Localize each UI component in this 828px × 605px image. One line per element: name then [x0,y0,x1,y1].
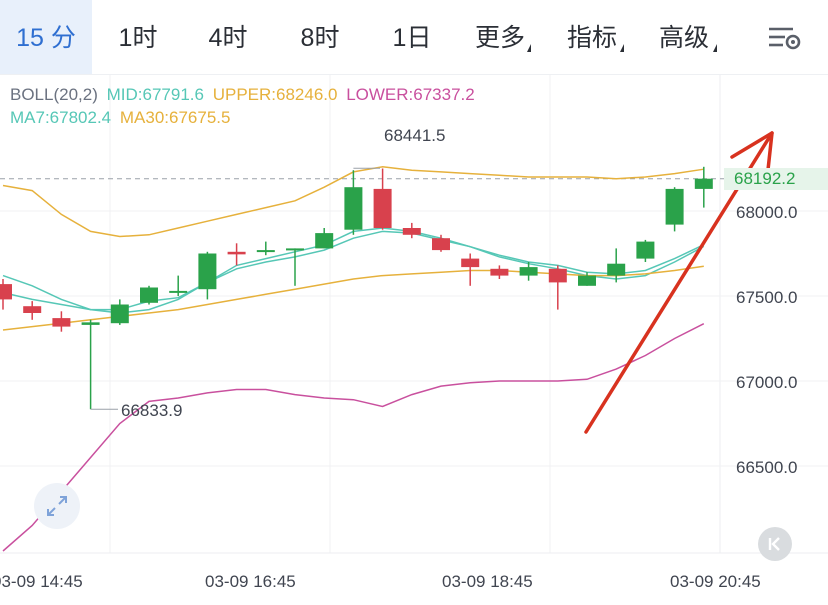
series-line-mid [2,227,705,314]
candle [578,272,596,286]
candle-body [432,238,450,251]
candle-body [578,275,596,286]
candle-body [81,322,100,325]
x-axis-label: 03-09 20:45 [670,572,761,591]
tab-15m[interactable]: 15 分 [0,0,92,74]
candle-body [636,241,655,259]
candle-body [256,250,275,253]
red-arrow-head [730,131,774,181]
timeframe-toolbar: 15 分 1时 4时 8时 1日 更多 指标 高级 [0,0,828,75]
chart-settings-icon [769,27,801,50]
candle [665,187,684,232]
tab-more-label: 更多 [474,24,525,52]
expand-icon [47,496,67,516]
series-line-ma30 [2,265,704,331]
tab-advanced-label: 高级 [658,24,709,52]
candle-body [490,268,509,276]
candle [315,228,334,249]
candle-body [23,306,42,313]
candle-body [519,267,538,276]
kline-plot [0,75,828,554]
dropdown-caret-icon [620,44,624,52]
candle [52,311,71,332]
boll-label: BOLL(20,2) [10,85,98,104]
tab-1h[interactable]: 1时 [118,24,158,52]
candle-body [607,263,626,276]
candle [198,251,217,300]
candle-body [461,258,480,268]
candle [227,243,246,266]
tab-1d[interactable]: 1日 [392,24,432,52]
low-price-tag: 66833.9 [121,401,183,420]
tab-more[interactable]: 更多 [466,0,534,74]
candle-body [169,290,188,293]
candle [81,319,100,410]
candle [519,262,538,281]
candle [461,253,480,286]
tab-4h[interactable]: 4时 [208,24,248,52]
x-axis-label: 03-09 16:45 [205,572,296,591]
tab-indicators[interactable]: 指标 [560,0,624,74]
tab-indicators-label: 指标 [566,24,617,52]
current-price-tag: 68192.2 [724,168,828,190]
boll-lower-value: LOWER:67337.2 [346,85,475,104]
y-axis-label: 66500.0 [736,458,798,477]
kline-chart[interactable]: BOLL(20,2) MID:67791.6 UPPER:68246.0 LOW… [0,75,828,600]
dropdown-caret-icon [713,44,717,52]
x-axis-label: 03-09 14:45 [0,572,83,591]
candle-body [227,251,246,255]
candle [607,248,626,283]
candle-body [52,318,71,327]
y-axis-label: 67500.0 [736,288,798,307]
candle [432,234,450,252]
tab-8h[interactable]: 8时 [300,24,340,52]
ma7-value: MA7:67802.4 [10,108,112,127]
chart-settings-button[interactable] [766,20,802,54]
candle [23,301,42,320]
candle [490,265,509,279]
boll-mid-value: MID:67791.6 [106,85,204,104]
series-line-lower [2,323,705,552]
high-price-tag: 68441.5 [384,126,446,145]
candle [694,166,713,208]
candle-body [140,287,158,303]
y-axis-label: 67000.0 [736,373,798,392]
candle-body [402,228,421,235]
boll-legend: BOLL(20,2) MID:67791.6 UPPER:68246.0 LOW… [10,85,475,105]
candle [344,170,363,235]
x-axis-label: 03-09 18:45 [442,572,533,591]
candle-body [286,248,304,251]
candle-body [110,304,129,324]
candle-body [315,233,334,249]
candle-body [344,187,363,230]
fullscreen-button[interactable] [34,483,80,529]
ma30-value: MA30:67675.5 [119,108,231,127]
candle-body [548,268,567,283]
candle-body [373,188,392,228]
candle [256,241,275,256]
candle [110,299,129,325]
candle [140,285,158,305]
candle [402,222,421,239]
candle [548,265,567,310]
candle [169,275,188,296]
candle [373,168,392,230]
ma-legend: MA7:67802.4 MA30:67675.5 [10,108,230,128]
scroll-to-latest-icon [768,537,780,551]
candle-body [694,178,713,189]
candle [636,239,655,262]
tab-advanced[interactable]: 高级 [652,0,716,74]
series-line-ma7 [2,230,705,311]
y-axis-label: 68000.0 [736,203,798,222]
candle [286,248,304,286]
boll-upper-value: UPPER:68246.0 [212,85,338,104]
candle-body [665,188,684,225]
candle-body [0,284,12,300]
dropdown-caret-icon [527,44,531,52]
candle-body [198,253,217,290]
scroll-to-latest-button[interactable] [758,527,792,561]
candle [0,279,12,310]
